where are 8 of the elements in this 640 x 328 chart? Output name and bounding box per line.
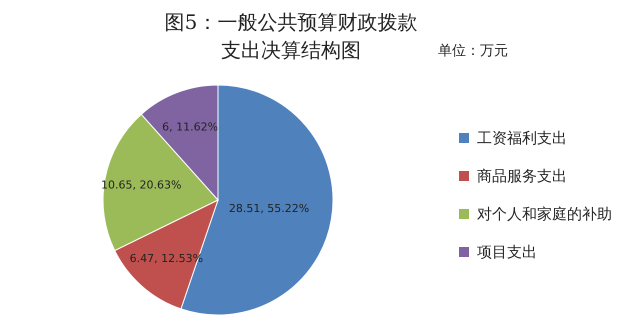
legend-label: 工资福利支出: [477, 128, 567, 148]
chart-title: 图5：一般公共预算财政拨款支出决算结构图: [164, 9, 418, 64]
data-label: 28.51, 55.22%: [228, 202, 310, 215]
text: 单位：万元: [438, 42, 508, 60]
legend-label: 对个人和家庭的补助: [477, 204, 612, 224]
legend-label: 项目支出: [477, 242, 537, 262]
legend-label: 商品服务支出: [477, 166, 567, 186]
data-label: 6, 11.62%: [162, 120, 218, 134]
